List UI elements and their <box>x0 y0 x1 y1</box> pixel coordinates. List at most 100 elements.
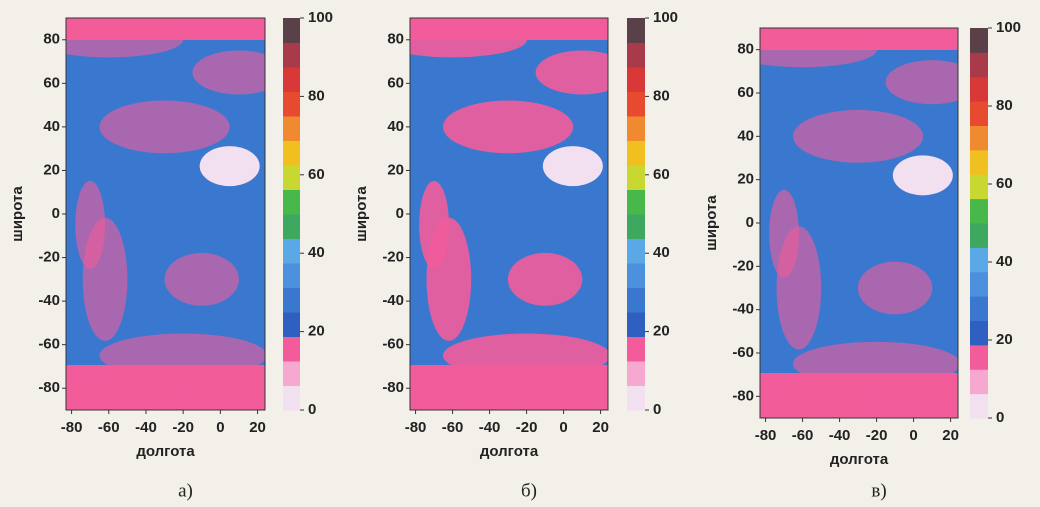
x-tick-label: -80 <box>755 427 777 444</box>
y-tick-label: 0 <box>396 205 404 222</box>
colorbar-tick-label: 20 <box>653 323 670 340</box>
y-axis-label: широта <box>9 186 26 242</box>
y-tick-label: 80 <box>43 31 60 48</box>
x-tick-label: -60 <box>792 427 814 444</box>
colorbar-segment <box>627 67 645 92</box>
colorbar-tick-label: 40 <box>996 253 1013 270</box>
y-tick-label: 80 <box>737 41 754 58</box>
colorbar-segment <box>970 272 988 297</box>
colorbar-segment <box>283 190 300 215</box>
colorbar-tick-label: 60 <box>308 166 325 183</box>
x-axis-label: долгота <box>136 443 195 460</box>
colorbar-tick-label: 0 <box>308 401 316 418</box>
panel-caption: а) <box>178 480 193 501</box>
y-tick-label: 0 <box>52 205 60 222</box>
colorbar-segment <box>970 52 988 77</box>
colorbar-segment <box>627 386 645 411</box>
x-tick-label: -40 <box>829 427 851 444</box>
colorbar-segment <box>970 369 988 394</box>
colorbar-tick-label: 20 <box>308 323 325 340</box>
colorbar-segment <box>970 126 988 151</box>
colorbar-segment <box>283 214 300 239</box>
x-axis-label: долгота <box>830 451 889 468</box>
y-tick-label: 40 <box>737 127 754 144</box>
field <box>728 28 978 418</box>
colorbar-tick-label: 80 <box>996 97 1013 114</box>
blob <box>99 334 266 378</box>
blob <box>192 50 285 94</box>
x-tick-label: -20 <box>172 419 194 436</box>
colorbar-tick-label: 60 <box>996 175 1013 192</box>
colorbar-segment <box>970 101 988 126</box>
colorbar-segment <box>970 394 988 419</box>
y-tick-label: 60 <box>737 84 754 101</box>
colorbar-segment <box>283 361 300 386</box>
panel-caption: в) <box>871 480 886 501</box>
field <box>378 18 628 410</box>
colorbar-segment <box>283 92 300 117</box>
y-tick-label: 60 <box>43 74 60 91</box>
y-tick-label: -40 <box>38 292 60 309</box>
blob <box>99 100 229 153</box>
blob <box>427 218 472 341</box>
blob <box>443 334 610 378</box>
colorbar-segment <box>283 312 300 337</box>
colorbar-tick-label: 60 <box>653 166 670 183</box>
colorbar-tick-label: 80 <box>653 87 670 104</box>
colorbar-segment <box>283 141 300 166</box>
colorbar-segment <box>283 263 300 288</box>
y-tick-label: 40 <box>387 118 404 135</box>
y-tick-label: 80 <box>387 31 404 48</box>
colorbar-segment <box>283 67 300 92</box>
blob <box>886 379 960 405</box>
x-tick-label: 0 <box>216 419 224 436</box>
y-tick-label: 0 <box>746 214 754 231</box>
colorbar-segment <box>627 288 645 313</box>
x-tick-label: 20 <box>249 419 266 436</box>
colorbar-segment <box>970 223 988 248</box>
blob <box>83 218 128 341</box>
blob <box>858 262 932 315</box>
colorbar-segment <box>627 263 645 288</box>
colorbar-segment <box>627 18 645 43</box>
y-axis-label: широта <box>703 195 720 251</box>
y-tick-label: -60 <box>382 336 404 353</box>
colorbar-segment <box>283 165 300 190</box>
colorbar-segment <box>970 174 988 199</box>
colorbar-segment <box>970 345 988 370</box>
y-tick-label: 20 <box>737 171 754 188</box>
colorbar-tick-label: 100 <box>308 9 333 26</box>
colorbar-segment <box>283 43 300 68</box>
x-tick-label: -20 <box>866 427 888 444</box>
y-tick-label: 40 <box>43 118 60 135</box>
colorbar-segment <box>627 43 645 68</box>
blob <box>765 387 877 413</box>
sahara <box>543 146 603 186</box>
blob <box>415 379 527 405</box>
x-axis-label: долгота <box>480 443 539 460</box>
colorbar-tick-label: 40 <box>653 244 670 261</box>
x-tick-label: -40 <box>479 419 501 436</box>
colorbar-segment <box>627 92 645 117</box>
colorbar-segment <box>627 312 645 337</box>
x-tick-label: 0 <box>909 427 917 444</box>
blob <box>508 253 582 306</box>
x-tick-label: -40 <box>135 419 157 436</box>
x-tick-label: -20 <box>516 419 538 436</box>
y-tick-label: 20 <box>43 161 60 178</box>
blob <box>165 253 239 306</box>
blob <box>886 60 979 104</box>
y-tick-label: -20 <box>732 257 754 274</box>
blob <box>192 371 266 397</box>
colorbar-segment <box>970 247 988 272</box>
blob <box>443 100 573 153</box>
colorbar-segment <box>627 239 645 264</box>
blob <box>536 50 629 94</box>
x-tick-label: -80 <box>61 419 83 436</box>
colorbar-tick-label: 100 <box>996 19 1021 36</box>
colorbar-segment <box>970 199 988 224</box>
colorbar-tick-label: 100 <box>653 9 678 26</box>
colorbar-segment <box>627 214 645 239</box>
